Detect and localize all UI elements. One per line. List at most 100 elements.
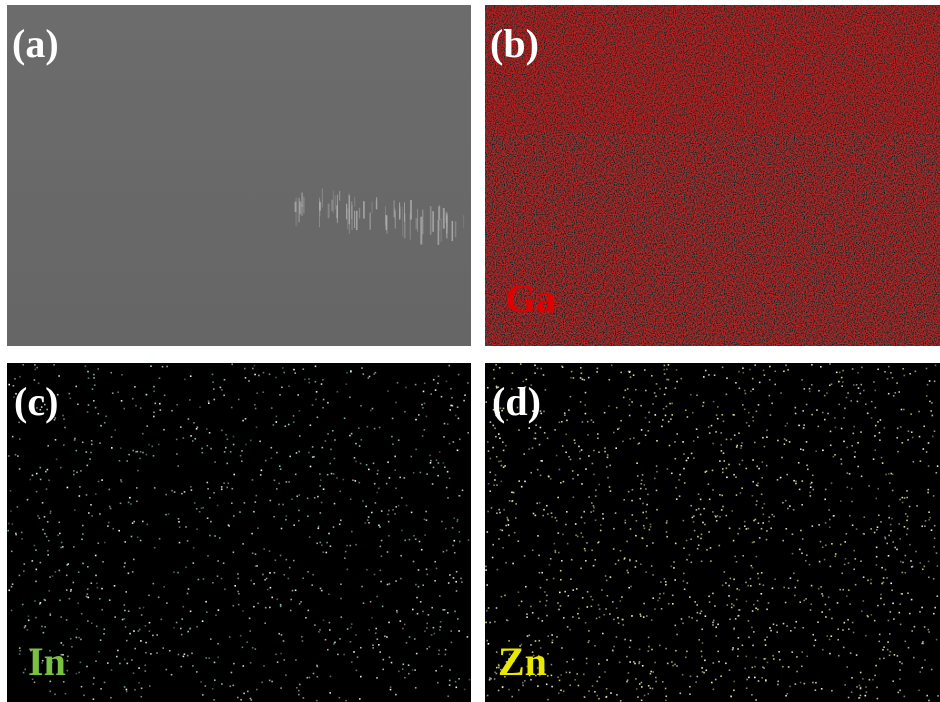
dot [851, 445, 853, 447]
dot [875, 390, 877, 392]
dot [874, 435, 876, 437]
dot [387, 514, 389, 516]
dot [303, 697, 305, 699]
dot [296, 496, 298, 498]
dot [573, 496, 575, 498]
dot [717, 406, 719, 408]
dot [733, 690, 735, 692]
dot [613, 548, 615, 550]
dot [214, 535, 216, 537]
dot [898, 391, 900, 393]
dot [795, 481, 797, 483]
dot [176, 622, 178, 624]
dot [606, 659, 608, 661]
dot [326, 552, 328, 554]
dot [923, 448, 925, 450]
dot [252, 552, 254, 554]
dot [240, 455, 242, 457]
dot [681, 618, 683, 620]
dot [23, 570, 25, 572]
dot [187, 655, 189, 657]
dot [636, 560, 638, 562]
dot [569, 629, 571, 631]
dot [535, 432, 537, 434]
dot [433, 627, 435, 629]
dot [744, 668, 746, 670]
dot [408, 664, 410, 666]
dot [693, 515, 695, 517]
dot [666, 696, 668, 698]
dot [279, 394, 281, 396]
dot [48, 540, 50, 542]
dot [368, 377, 370, 379]
dot [384, 636, 386, 638]
dot [569, 672, 571, 674]
dot [620, 420, 622, 422]
dot [149, 630, 151, 632]
dot [292, 590, 294, 592]
dot [777, 479, 779, 481]
dot [554, 429, 556, 431]
dot [923, 426, 925, 428]
dot [323, 620, 325, 622]
dot [821, 611, 823, 613]
dot [768, 521, 770, 523]
dot [193, 562, 195, 564]
dot [815, 689, 817, 691]
dot [394, 469, 396, 471]
dot [165, 514, 167, 516]
dot [652, 574, 654, 576]
dot [671, 566, 673, 568]
dot [646, 517, 648, 519]
dot [511, 492, 513, 494]
dot [795, 407, 797, 409]
dot [86, 596, 88, 598]
dot [835, 556, 837, 558]
dot [168, 513, 170, 515]
dot [62, 546, 64, 548]
dot [504, 465, 506, 467]
dot [869, 679, 871, 681]
dot [441, 665, 443, 667]
dot [595, 495, 597, 497]
dot [709, 499, 711, 501]
dot [751, 627, 753, 629]
dot [897, 451, 899, 453]
dot [293, 369, 295, 371]
dot [142, 433, 144, 435]
dot [429, 455, 431, 457]
dot [585, 413, 587, 415]
dot [837, 639, 839, 641]
dot [458, 374, 460, 376]
dot [131, 536, 133, 538]
dot [339, 491, 341, 493]
dot [443, 551, 445, 553]
dot [88, 512, 90, 514]
dot [766, 609, 768, 611]
dot [706, 549, 708, 551]
dot [210, 448, 212, 450]
dot [345, 700, 347, 702]
dot [32, 475, 34, 477]
dot [133, 559, 135, 561]
dot [888, 393, 890, 395]
dot [28, 615, 30, 617]
dot [374, 574, 376, 576]
dot [720, 675, 722, 677]
dot [79, 495, 81, 497]
dot [454, 517, 456, 519]
dot [666, 379, 668, 381]
dot [794, 595, 796, 597]
dot [648, 646, 650, 648]
dot [623, 624, 625, 626]
dot [107, 525, 109, 527]
dot [400, 620, 402, 622]
dot [93, 374, 95, 376]
dot [398, 439, 400, 441]
dot [112, 528, 114, 530]
dot [12, 523, 14, 525]
dot [607, 595, 609, 597]
dot [934, 538, 936, 540]
dot [508, 689, 510, 691]
dot [695, 681, 697, 683]
